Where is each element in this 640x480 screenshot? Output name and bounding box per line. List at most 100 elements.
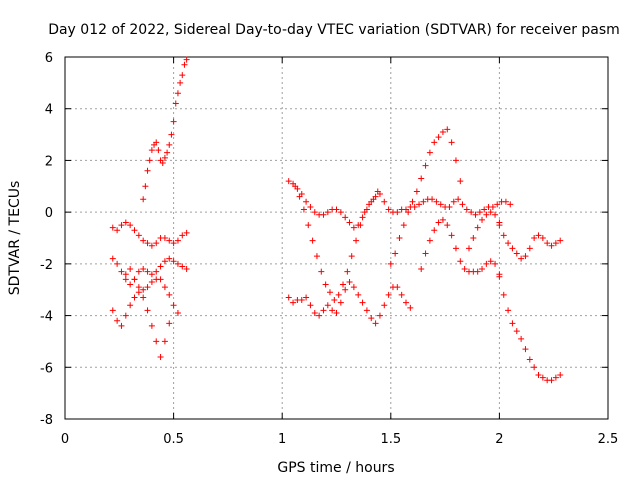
data-point: [170, 240, 177, 247]
data-point: [505, 240, 512, 247]
series-track-13: [496, 219, 564, 262]
data-point: [118, 268, 125, 275]
data-point: [140, 266, 147, 273]
data-point: [324, 302, 331, 309]
data-point: [422, 250, 429, 257]
data-point: [114, 317, 121, 324]
data-point: [398, 291, 405, 298]
y-tick-label: 0: [45, 206, 53, 221]
data-point: [385, 291, 392, 298]
data-point: [457, 178, 464, 185]
data-point: [144, 284, 151, 291]
data-point: [474, 224, 481, 231]
series-track-1: [109, 219, 190, 249]
data-point: [357, 222, 364, 229]
y-tick-label: -4: [40, 310, 53, 325]
data-point: [140, 294, 147, 301]
data-point: [366, 201, 373, 208]
data-point: [518, 255, 525, 262]
x-tick-label: 0.5: [163, 432, 184, 447]
data-point: [439, 216, 446, 223]
data-point: [437, 201, 444, 208]
data-point: [166, 291, 173, 298]
data-point: [487, 209, 494, 216]
data-point: [426, 237, 433, 244]
series-track-4: [122, 266, 173, 360]
data-point: [459, 201, 466, 208]
data-point: [420, 198, 427, 205]
data-point: [439, 128, 446, 135]
data-point: [183, 266, 190, 273]
data-point: [109, 307, 116, 314]
series-track-3: [109, 276, 181, 329]
data-point: [144, 240, 151, 247]
data-point: [342, 286, 349, 293]
data-point: [326, 289, 333, 296]
data-point: [135, 289, 142, 296]
data-point: [457, 258, 464, 265]
data-point: [337, 299, 344, 306]
data-point: [135, 268, 142, 275]
series-track-2: [109, 255, 190, 288]
x-tick-label: 2.5: [598, 432, 619, 447]
data-point: [426, 149, 433, 156]
data-points: [109, 56, 564, 384]
data-point: [481, 206, 488, 213]
data-point: [413, 188, 420, 195]
data-point: [300, 206, 307, 213]
data-point: [131, 294, 138, 301]
y-axis-label: SDTVAR / TECUs: [7, 181, 23, 296]
data-point: [557, 237, 564, 244]
data-point: [172, 100, 179, 107]
data-point: [400, 222, 407, 229]
data-point: [157, 263, 164, 270]
data-point: [433, 198, 440, 205]
data-point: [131, 227, 138, 234]
data-point: [166, 237, 173, 244]
data-point: [140, 286, 147, 293]
data-point: [535, 372, 542, 379]
y-tick-label: -6: [40, 361, 53, 376]
data-point: [311, 209, 318, 216]
data-point: [359, 214, 366, 221]
data-point: [552, 240, 559, 247]
data-point: [329, 307, 336, 314]
data-point: [522, 253, 529, 260]
data-point: [305, 222, 312, 229]
data-point: [157, 276, 164, 283]
data-point: [135, 284, 142, 291]
data-point: [350, 224, 357, 231]
data-point: [394, 284, 401, 291]
data-point: [483, 211, 490, 218]
data-point: [381, 302, 388, 309]
data-point: [174, 237, 181, 244]
data-point: [435, 134, 442, 141]
data-point: [174, 309, 181, 316]
data-point: [411, 203, 418, 210]
data-point: [446, 203, 453, 210]
data-point: [396, 235, 403, 241]
data-point: [155, 147, 162, 154]
data-point: [531, 364, 538, 371]
data-point: [166, 141, 173, 148]
data-point: [492, 211, 499, 218]
data-point: [320, 211, 327, 218]
data-point: [557, 372, 564, 379]
data-point: [161, 284, 168, 291]
data-point: [448, 139, 455, 146]
data-point: [500, 232, 507, 239]
data-point: [153, 139, 160, 146]
grid-lines: [65, 57, 608, 419]
x-axis-label: GPS time / hours: [277, 460, 394, 476]
data-point: [153, 338, 160, 345]
data-point: [548, 242, 555, 249]
data-point: [468, 209, 475, 216]
data-point: [318, 268, 325, 275]
data-point: [174, 260, 181, 267]
data-point: [416, 201, 423, 208]
data-point: [183, 229, 190, 236]
data-point: [539, 235, 546, 241]
data-point: [535, 232, 542, 239]
data-point: [372, 320, 379, 327]
